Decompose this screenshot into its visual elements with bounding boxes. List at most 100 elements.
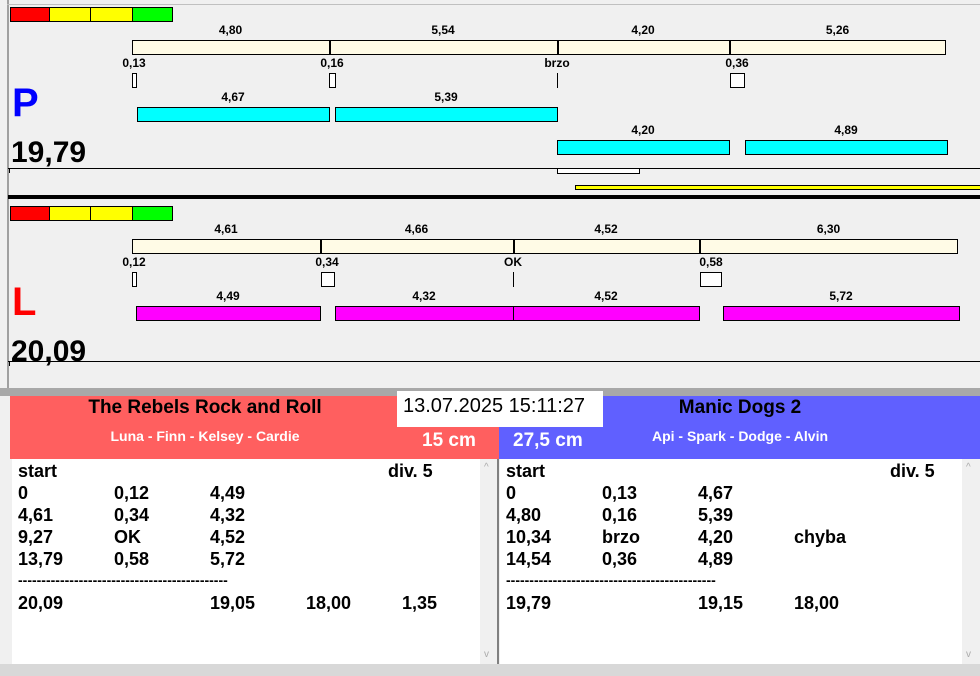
reaction-label: 0,13 (122, 56, 146, 70)
split-label: 4,66 (404, 222, 429, 236)
row-cell: 14,54 (506, 549, 552, 569)
split-divider (513, 239, 515, 254)
lane-total: 20,09 (11, 335, 87, 368)
split-divider (557, 40, 559, 55)
team-members: Luna - Finn - Kelsey - Cardie (110, 428, 300, 444)
start-label: start (18, 461, 58, 481)
reaction-label: 0,16 (320, 56, 344, 70)
scroll-up-arrow[interactable]: ^ (484, 462, 489, 473)
list-scrollbar[interactable]: ^ v (480, 459, 497, 664)
run-bar (723, 306, 960, 321)
row-cell: 0,58 (114, 549, 150, 569)
row-cell: 5,72 (210, 549, 246, 569)
row-cell: 10,34 (506, 527, 552, 547)
run-bar (137, 107, 330, 122)
row-cell: 0,36 (602, 549, 638, 569)
run-bar (513, 306, 700, 321)
row-cell: 0 (18, 483, 29, 503)
reaction-label: 0,12 (122, 255, 146, 269)
run-bar (557, 140, 730, 155)
run-bar (136, 306, 321, 321)
row-cell: 4,52 (210, 527, 246, 547)
total-cell: 1,35 (402, 593, 438, 613)
datetime-box (397, 391, 603, 427)
row-cell: brzo (602, 527, 640, 547)
split-divider (329, 40, 331, 55)
reaction-marker (329, 73, 336, 88)
split-divider (699, 239, 701, 254)
datetime: 13.07.2025 15:11:27 (403, 395, 586, 417)
reaction-label: brzo (544, 56, 570, 70)
split-label: 4,61 (214, 222, 238, 236)
run-bar (745, 140, 948, 155)
row-cell: 4,20 (698, 527, 734, 547)
total-cell: 20,09 (18, 593, 64, 613)
run-label: 4,52 (594, 289, 618, 303)
lane-baseline (8, 168, 980, 169)
row-cell: 13,79 (18, 549, 64, 569)
lane-letter: P (12, 81, 39, 125)
status-light (90, 7, 133, 22)
team-name: Manic Dogs 2 (678, 397, 802, 418)
list-scrollbar[interactable]: ^ v (962, 459, 979, 664)
reaction-marker (700, 272, 722, 287)
status-light (90, 206, 133, 221)
total-cell: 19,05 (210, 593, 256, 613)
lane-baseline (8, 361, 980, 362)
scroll-down-arrow[interactable]: v (484, 649, 489, 660)
result-list (500, 459, 962, 664)
progress-marker (557, 168, 640, 174)
team-height: 27,5 cm (513, 430, 583, 451)
reaction-label: 0,58 (699, 255, 723, 269)
row-cell: 4,61 (18, 505, 54, 525)
reaction-marker (730, 73, 745, 88)
separator: ----------------------------------------… (18, 572, 228, 588)
run-bar (335, 306, 514, 321)
div-label: div. 5 (388, 461, 433, 481)
split-label: 4,52 (594, 222, 618, 236)
run-bar (335, 107, 558, 122)
run-label: 4,67 (221, 90, 245, 104)
reaction-marker (132, 73, 137, 88)
separator: ----------------------------------------… (506, 572, 716, 588)
total-cell: 19,79 (506, 593, 552, 613)
team-height: 15 cm (422, 430, 476, 451)
lane-letter: L (12, 280, 37, 324)
lane-total: 19,79 (11, 136, 87, 169)
run-label: 4,20 (631, 123, 655, 137)
reaction-tick (557, 73, 558, 88)
run-label: 4,49 (216, 289, 240, 303)
scroll-up-arrow[interactable]: ^ (966, 462, 971, 473)
status-light (132, 206, 173, 221)
lane-baseline-tick (9, 168, 10, 173)
row-cell: 0,34 (114, 505, 150, 525)
run-label: 4,89 (834, 123, 858, 137)
panel-divider (497, 459, 499, 664)
div-label: div. 5 (890, 461, 935, 481)
status-light (132, 7, 173, 22)
result-list (12, 459, 480, 664)
reaction-label: 0,34 (315, 255, 339, 269)
row-cell: 0 (506, 483, 517, 503)
split-label: 4,80 (218, 23, 243, 37)
lane-L: 4,61 4,66 4,52 6,30 0,12 0,34 OK 0,58 4,49 4,32 4,… (0, 199, 980, 395)
split-divider (729, 40, 731, 55)
split-label: 5,26 (825, 23, 850, 37)
reaction-label: 0,36 (725, 56, 749, 70)
reaction-marker (132, 272, 137, 287)
row-cell: 0,16 (602, 505, 638, 525)
row-cell: 0,13 (602, 483, 638, 503)
team-name: The Rebels Rock and Roll (88, 397, 322, 418)
scroll-down-arrow[interactable]: v (966, 649, 971, 660)
row-cell: OK (114, 527, 141, 547)
team-members: Api - Spark - Dodge - Alvin (651, 428, 829, 444)
reaction-marker (321, 272, 335, 287)
status-light (10, 7, 50, 22)
total-cell: 18,00 (306, 593, 352, 613)
total-cell: 18,00 (794, 593, 840, 613)
status-light (10, 206, 50, 221)
status-light (49, 206, 91, 221)
row-cell: 0,12 (114, 483, 150, 503)
split-track (132, 40, 946, 55)
row-cell: 4,49 (210, 483, 246, 503)
